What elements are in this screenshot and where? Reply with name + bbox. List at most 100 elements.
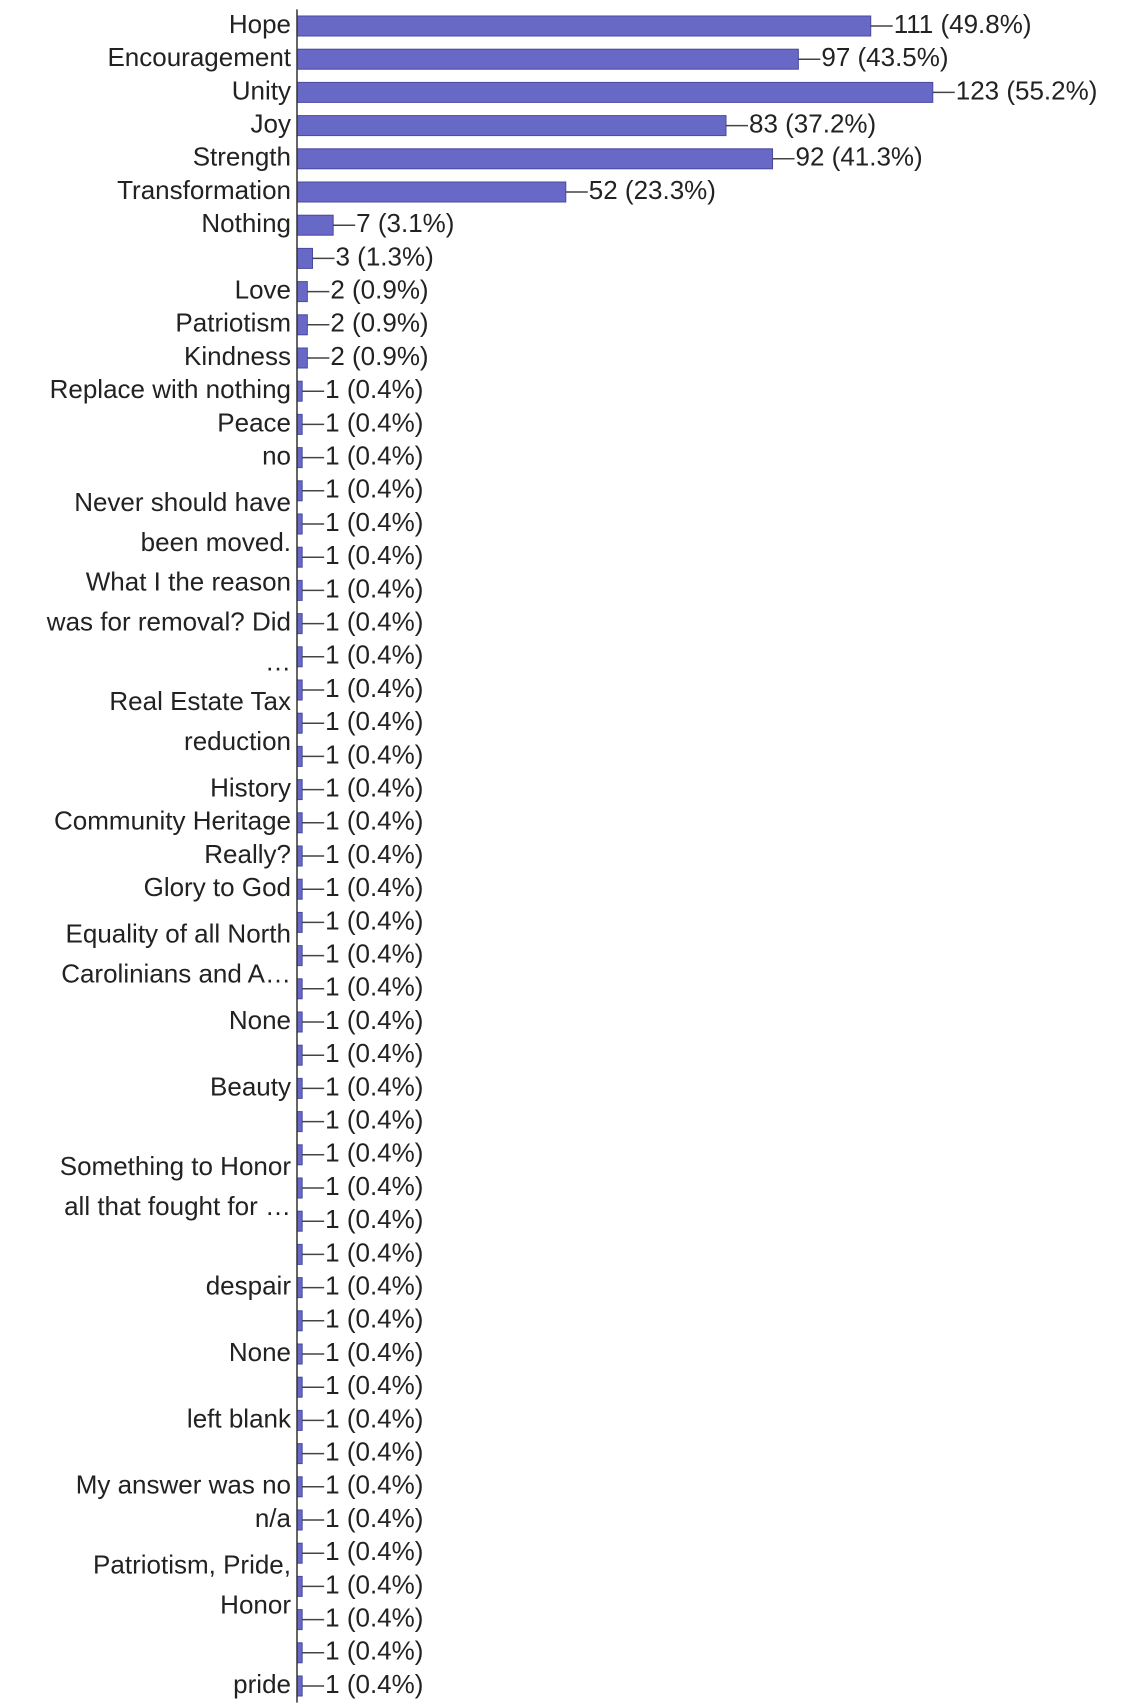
category-label: Patriotism: [175, 308, 291, 338]
bar: [296, 878, 303, 900]
bar: [296, 447, 303, 469]
category-label: My answer was no: [76, 1470, 291, 1500]
category-label: despair: [206, 1270, 292, 1300]
bar: [296, 945, 303, 967]
bar: [296, 1542, 303, 1564]
bar: [296, 480, 303, 502]
bar: [296, 1277, 303, 1299]
category-label: Hope: [229, 9, 291, 39]
value-label: 1 (0.4%): [325, 640, 423, 670]
category-label: Replace with nothing: [50, 374, 291, 404]
bar: [296, 81, 934, 103]
category-label: Nothing: [201, 208, 291, 238]
category-label: Joy: [251, 108, 291, 138]
value-label: 52 (23.3%): [589, 175, 716, 205]
bar: [296, 1077, 303, 1099]
bar: [296, 15, 872, 37]
bar: [296, 1443, 303, 1465]
value-label: 1 (0.4%): [325, 1138, 423, 1168]
bar: [296, 1111, 303, 1133]
value-label: 3 (1.3%): [336, 241, 434, 271]
bar: [296, 1210, 303, 1232]
category-label: Equality of all North: [66, 918, 291, 948]
bar: [296, 1575, 303, 1597]
bar: [296, 712, 303, 734]
value-label: 2 (0.9%): [330, 341, 428, 371]
value-label: 1 (0.4%): [325, 673, 423, 703]
category-label: None: [229, 1005, 291, 1035]
value-label: 1 (0.4%): [325, 1569, 423, 1599]
category-label: all that fought for …: [64, 1191, 291, 1221]
bar: [296, 1675, 303, 1697]
bar: [296, 513, 303, 535]
value-label: 1 (0.4%): [325, 739, 423, 769]
value-label: 1 (0.4%): [325, 1436, 423, 1466]
bar: [296, 1310, 303, 1332]
category-label: no: [262, 440, 291, 470]
category-label: left blank: [187, 1403, 292, 1433]
value-label: 1 (0.4%): [325, 540, 423, 570]
bar: [296, 779, 303, 801]
bar: [296, 1343, 303, 1365]
bar: [296, 911, 303, 933]
bar: [296, 1243, 303, 1265]
value-label: 1 (0.4%): [325, 573, 423, 603]
value-label: 7 (3.1%): [356, 208, 454, 238]
bar: [296, 845, 303, 867]
bar: [296, 812, 303, 834]
value-label: 1 (0.4%): [325, 1104, 423, 1134]
value-label: 1 (0.4%): [325, 606, 423, 636]
value-label: 1 (0.4%): [325, 1536, 423, 1566]
bar: [296, 978, 303, 1000]
value-label: 1 (0.4%): [325, 938, 423, 968]
value-label: 2 (0.9%): [330, 274, 428, 304]
value-label: 1 (0.4%): [325, 872, 423, 902]
bar: [296, 1509, 303, 1531]
value-label: 1 (0.4%): [325, 905, 423, 935]
bar: [296, 1044, 303, 1066]
value-label: 111 (49.8%): [894, 9, 1032, 39]
category-label: been moved.: [141, 527, 291, 557]
bar: [296, 745, 303, 767]
category-label: Transformation: [117, 175, 291, 205]
bar: [296, 1476, 303, 1498]
bar: [296, 646, 303, 668]
category-label: Honor: [220, 1589, 291, 1619]
value-label: 1 (0.4%): [325, 1304, 423, 1334]
category-label: Glory to God: [144, 872, 291, 902]
category-label: Never should have: [74, 487, 291, 517]
category-label: reduction: [184, 726, 291, 756]
bar: [296, 613, 303, 635]
bar: [296, 214, 334, 236]
category-label: None: [229, 1337, 291, 1367]
category-label: History: [210, 772, 291, 802]
value-label: 1 (0.4%): [325, 772, 423, 802]
bar: [296, 347, 308, 369]
bar: [296, 314, 308, 336]
bar: [296, 181, 567, 203]
value-label: 1 (0.4%): [325, 474, 423, 504]
category-label: Community Heritage: [54, 806, 291, 836]
value-label: 1 (0.4%): [325, 407, 423, 437]
bar: [296, 1376, 303, 1398]
bar: [296, 413, 303, 435]
bar: [296, 1011, 303, 1033]
category-label: Really?: [204, 839, 291, 869]
category-label: What I the reason: [86, 566, 291, 596]
category-label: Kindness: [184, 341, 291, 371]
value-label: 1 (0.4%): [325, 1270, 423, 1300]
value-label: 1 (0.4%): [325, 1071, 423, 1101]
category-label: Peace: [217, 407, 291, 437]
category-label: pride: [233, 1669, 291, 1699]
bar: [296, 1609, 303, 1631]
category-label: Patriotism, Pride,: [93, 1549, 291, 1579]
category-label: Encouragement: [107, 42, 291, 72]
bar: [296, 281, 308, 303]
category-label: was for removal? Did: [46, 606, 291, 636]
category-label: Love: [235, 274, 291, 304]
value-label: 1 (0.4%): [325, 374, 423, 404]
value-label: 1 (0.4%): [325, 1237, 423, 1267]
value-label: 1 (0.4%): [325, 1337, 423, 1367]
value-label: 1 (0.4%): [325, 1204, 423, 1234]
bar: [296, 380, 303, 402]
